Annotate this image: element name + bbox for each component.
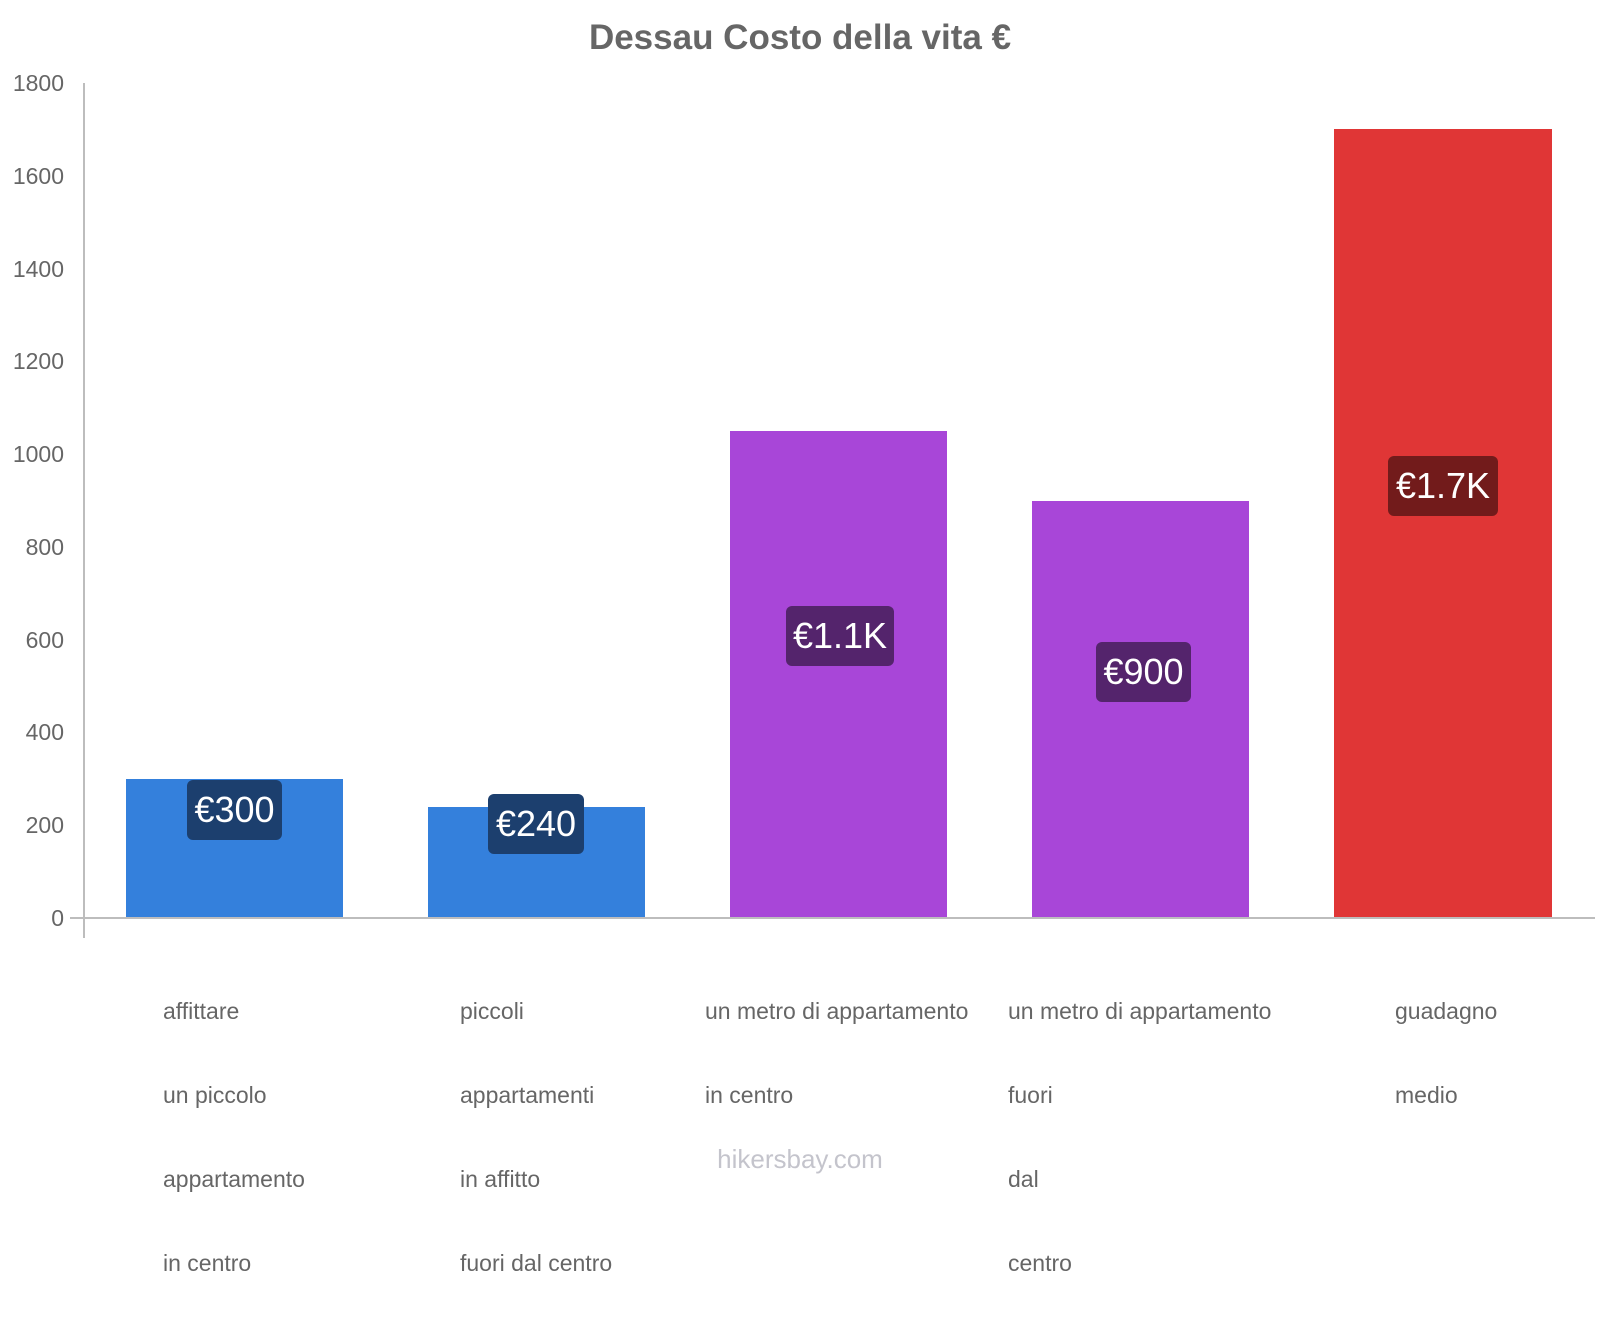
x-tick-label: affittare un piccolo appartamento in cen… [163, 941, 305, 1333]
value-label: €300 [187, 780, 282, 840]
x-label-line: dal [1008, 1166, 1039, 1192]
y-tick-label: 1000 [12, 441, 64, 467]
y-tick-label: 1800 [12, 70, 64, 96]
x-label-line: un metro di appartamento [705, 998, 969, 1024]
x-label-line: appartamento [163, 1166, 305, 1192]
x-label-line: affittare [163, 998, 240, 1024]
x-tick-label: guadagno medio [1395, 941, 1497, 1165]
value-label: €1.7K [1388, 456, 1498, 516]
y-tick-label: 0 [51, 905, 64, 931]
value-label: €240 [488, 794, 584, 854]
chart-title: Dessau Costo della vita € [588, 18, 1012, 57]
x-label-line: piccoli [460, 998, 524, 1024]
y-tick-label: 600 [25, 627, 64, 653]
y-tick-label: 1400 [12, 256, 64, 282]
x-label-line: fuori dal centro [460, 1250, 613, 1276]
source-watermark: hikersbay.com [717, 1144, 883, 1174]
x-tick-label: un metro di appartamento in centro [705, 941, 968, 1165]
x-label-line: appartamenti [460, 1082, 595, 1108]
bar[interactable] [730, 430, 947, 918]
x-axis-line [70, 917, 1595, 919]
y-tick-label: 1200 [12, 348, 64, 374]
x-label-line: fuori [1008, 1082, 1053, 1108]
y-axis-line [83, 83, 85, 938]
bar[interactable] [1032, 500, 1249, 918]
x-label-line: centro [1008, 1250, 1072, 1276]
x-label-line: in centro [705, 1082, 794, 1108]
bar[interactable] [1334, 129, 1552, 918]
x-label-line: in affitto [460, 1166, 541, 1192]
x-tick-label: un metro di appartamento fuori dal centr… [1008, 941, 1271, 1333]
x-tick-label: piccoli appartamenti in affitto fuori da… [460, 941, 612, 1333]
x-label-line: un piccolo [163, 1082, 267, 1108]
x-label-line: guadagno [1395, 998, 1498, 1024]
y-tick-label: 200 [25, 812, 64, 838]
x-label-line: in centro [163, 1250, 252, 1276]
value-label: €1.1K [786, 606, 894, 666]
y-tick-label: 400 [25, 719, 64, 745]
y-tick-label: 800 [25, 534, 64, 560]
x-label-line: un metro di appartamento [1008, 998, 1272, 1024]
y-tick-label: 1600 [12, 163, 64, 189]
value-label: €900 [1096, 642, 1191, 702]
x-label-line: medio [1395, 1082, 1458, 1108]
